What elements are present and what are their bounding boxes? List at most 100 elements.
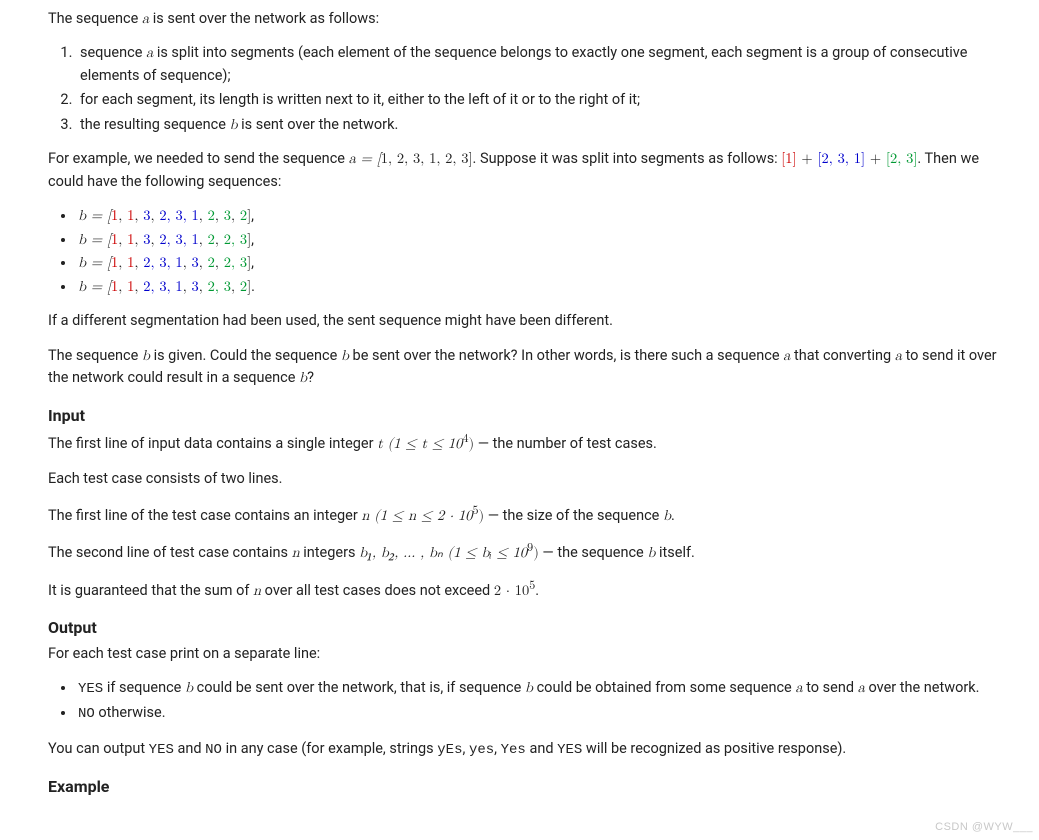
input-line-1: The first line of input data contains a … — [48, 430, 999, 455]
code: yEs — [437, 742, 462, 758]
text: It is guaranteed that the sum of — [48, 582, 253, 599]
text: is sent over the network as follows: — [149, 10, 379, 27]
code: YES — [557, 742, 582, 758]
text: sequence — [80, 44, 146, 61]
var-a: a — [795, 680, 802, 695]
seg-blue: [2, 3, 1] — [818, 151, 866, 166]
text: 1, 2, 3, 1, 2, 3 — [381, 151, 469, 166]
input-line-4: The second line of test case contains n … — [48, 539, 999, 564]
var-b: b — [142, 348, 150, 363]
output-no: NO otherwise. — [76, 702, 999, 726]
text: The sequence — [48, 10, 142, 27]
code-no: NO — [78, 706, 95, 722]
var-b: b — [299, 370, 307, 385]
text: b₁, b₂, … , bₙ (1 ≤ bᵢ ≤ 10 — [359, 545, 527, 560]
var-b: b — [663, 508, 671, 523]
var-a: a — [895, 348, 902, 363]
seg-red: [1] — [781, 151, 796, 166]
var-b: b — [185, 680, 193, 695]
text: is sent over the network. — [238, 116, 399, 133]
text: You can output — [48, 740, 149, 757]
text: . Suppose it was split into segments as … — [473, 150, 782, 167]
intro-paragraph: The sequence a is sent over the network … — [48, 8, 999, 30]
text: if sequence — [103, 679, 185, 696]
b-line: b = [1, 1, 3, 2, 3, 1, 2, 3, 2], — [76, 205, 999, 227]
text: that converting — [790, 347, 894, 364]
text: . — [535, 582, 539, 599]
text: otherwise. — [95, 704, 166, 721]
segmentation: [1] + [2, 3, 1] + [2, 3] — [781, 151, 917, 166]
var-b: b — [229, 117, 237, 132]
text: and — [526, 740, 557, 757]
example-heading: Example — [48, 775, 999, 800]
example-paragraph: For example, we needed to send the seque… — [48, 148, 999, 193]
text: ? — [307, 369, 314, 386]
text: be sent over the network? In other words… — [349, 347, 783, 364]
text: — the number of test cases. — [474, 435, 657, 452]
math-t: t (1 ≤ t ≤ 104) — [377, 436, 474, 451]
text: The sequence — [48, 347, 142, 364]
code-yes: YES — [78, 681, 103, 697]
text: to send — [803, 679, 858, 696]
b-sequence: b = [1, 1, 2, 3, 1, 3, 2, 2, 3] — [78, 255, 251, 270]
b-sequence: b = [1, 1, 2, 3, 1, 3, 2, 3, 2] — [78, 279, 251, 294]
text: and — [174, 740, 205, 757]
text: 2 · 10 — [494, 583, 529, 598]
text: integers — [300, 544, 359, 561]
text: The first line of input data contains a … — [48, 435, 377, 452]
output-list: YES if sequence b could be sent over the… — [48, 677, 999, 725]
text: The first line of the test case contains… — [48, 507, 361, 524]
var-b: b — [525, 680, 533, 695]
text: over the network. — [865, 679, 980, 696]
steps-list: sequence a is split into segments (each … — [48, 42, 999, 136]
text: in any case (for example, strings — [222, 740, 437, 757]
text: — the size of the sequence — [484, 507, 663, 524]
code: yes — [469, 742, 494, 758]
output-heading: Output — [48, 616, 999, 641]
watermark: CSDN @WYW___ — [935, 819, 1033, 836]
b-line: b = [1, 1, 2, 3, 1, 3, 2, 3, 2]. — [76, 276, 999, 298]
question-paragraph: The sequence b is given. Could the seque… — [48, 345, 999, 390]
output-yes: YES if sequence b could be sent over the… — [76, 677, 999, 701]
b-list: b = [1, 1, 3, 2, 3, 1, 2, 3, 2],b = [1, … — [48, 205, 999, 298]
var-b: b — [341, 348, 349, 363]
seg-green: [2, 3] — [886, 151, 917, 166]
code: Yes — [501, 742, 526, 758]
step-2: for each segment, its length is written … — [76, 89, 999, 111]
b-sequence: b = [1, 1, 3, 2, 3, 1, 2, 2, 3] — [78, 232, 251, 247]
output-line-1: For each test case print on a separate l… — [48, 643, 999, 665]
text: could be sent over the network, that is,… — [193, 679, 525, 696]
text: a = [ — [349, 151, 381, 166]
text: + — [797, 151, 818, 166]
text: itself. — [655, 544, 694, 561]
input-line-2: Each test case consists of two lines. — [48, 468, 999, 490]
text: . — [671, 507, 675, 524]
math-n: n (1 ≤ n ≤ 2 · 105) — [361, 508, 484, 523]
output-line-2: You can output YES and NO in any case (f… — [48, 738, 999, 762]
input-line-3: The first line of the test case contains… — [48, 502, 999, 527]
text: — the sequence — [539, 544, 648, 561]
b-line: b = [1, 1, 3, 2, 3, 1, 2, 2, 3], — [76, 229, 999, 251]
text: is split into segments (each element of … — [80, 44, 967, 83]
a-sequence: a = [1, 2, 3, 1, 2, 3] — [349, 151, 473, 166]
text: is given. Could the sequence — [150, 347, 341, 364]
math-sum: 2 · 105 — [494, 583, 535, 598]
b-line: b = [1, 1, 2, 3, 1, 3, 2, 2, 3], — [76, 252, 999, 274]
math-b: b₁, b₂, … , bₙ (1 ≤ bᵢ ≤ 109) — [359, 545, 539, 560]
var-n: n — [253, 583, 261, 598]
step-1: sequence a is split into segments (each … — [76, 42, 999, 87]
text: over all test cases does not exceed — [261, 582, 494, 599]
text: + — [865, 151, 886, 166]
after-b-paragraph: If a different segmentation had been use… — [48, 310, 999, 332]
input-heading: Input — [48, 404, 999, 429]
text: For example, we needed to send the seque… — [48, 150, 349, 167]
var-n: n — [292, 545, 300, 560]
text: could be obtained from some sequence — [533, 679, 795, 696]
b-sequence: b = [1, 1, 3, 2, 3, 1, 2, 3, 2] — [78, 208, 251, 223]
code: YES — [149, 742, 174, 758]
text: n (1 ≤ n ≤ 2 · 10 — [361, 508, 472, 523]
text: The second line of test case contains — [48, 544, 292, 561]
step-3: the resulting sequence b is sent over th… — [76, 114, 999, 136]
var-a: a — [858, 680, 865, 695]
text: the resulting sequence — [80, 116, 229, 133]
